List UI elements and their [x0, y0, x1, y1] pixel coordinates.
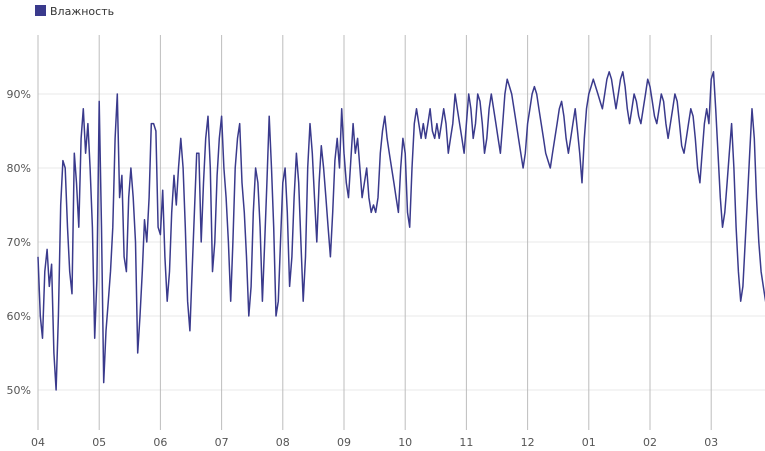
x-tick-label: 01 [582, 436, 596, 449]
vertical-gridlines [37, 35, 712, 430]
y-tick-label: 80% [7, 162, 31, 175]
x-tick-label: 06 [153, 436, 167, 449]
x-tick-label: 05 [92, 436, 106, 449]
x-tick-label: 03 [704, 436, 718, 449]
x-axis-tick-labels: 04 05 06 07 08 09 10 11 12 01 02 03 [31, 436, 718, 449]
series-layer [37, 71, 765, 391]
x-tick-label: 02 [643, 436, 657, 449]
legend-label-humidity: Влажность [50, 5, 114, 18]
x-tick-label: 10 [398, 436, 412, 449]
horizontal-gridlines [38, 93, 765, 391]
y-tick-label: 50% [7, 384, 31, 397]
x-tick-label: 08 [276, 436, 290, 449]
x-tick-label: 09 [337, 436, 351, 449]
legend[interactable]: Влажность [35, 5, 114, 18]
y-tick-label: 60% [7, 310, 31, 323]
x-tick-label: 11 [459, 436, 473, 449]
x-tick-label: 12 [521, 436, 535, 449]
y-tick-label: 90% [7, 88, 31, 101]
legend-swatch [35, 5, 46, 16]
y-axis-tick-labels: 50% 60% 70% 80% 90% [7, 88, 31, 397]
x-tick-label: 07 [215, 436, 229, 449]
x-tick-label: 04 [31, 436, 45, 449]
y-tick-label: 70% [7, 236, 31, 249]
series-line-humidity[interactable] [37, 71, 765, 391]
